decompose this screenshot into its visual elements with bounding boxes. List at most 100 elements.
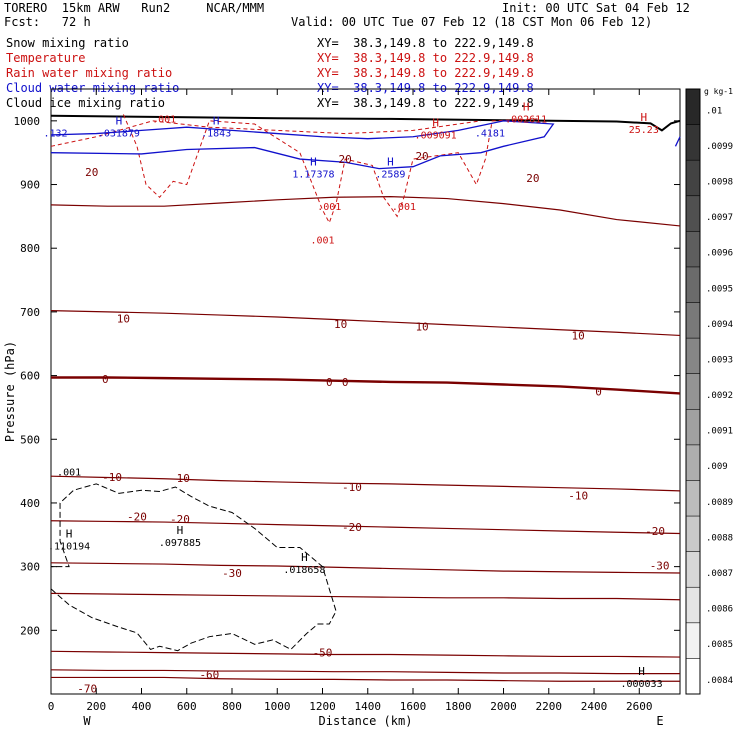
maximum-marker: H (116, 115, 123, 128)
temperature-contour-label: 0 (342, 376, 349, 389)
maximum-value-label: .132 (43, 129, 67, 140)
maximum-value-label: .4181 (475, 129, 505, 140)
x-tick-label: 400 (132, 700, 152, 713)
x-tick-label: 2200 (536, 700, 563, 713)
temperature-contour (50, 196, 681, 227)
colorbar-tick-label: .01 (706, 106, 722, 116)
temperature-contour-label: -20 (127, 510, 147, 523)
x-tick-label: 200 (86, 700, 106, 713)
y-tick-label: 500 (20, 433, 40, 446)
x-tick-label: 1800 (445, 700, 472, 713)
colorbar-tick-label: .0095 (706, 284, 733, 294)
y-tick-label: 200 (20, 624, 40, 637)
field-xy-temperature: XY= 38.3,149.8 to 222.9,149.8 (317, 51, 534, 65)
maximum-value-label: .009091 (415, 131, 457, 142)
colorbar-swatch (686, 160, 700, 197)
temperature-contour-label: -50 (313, 647, 333, 660)
colorbar-swatch (686, 124, 700, 161)
colorbar-tick-label: .0092 (706, 391, 733, 401)
temperature-contour-label: -10 (170, 472, 190, 485)
colorbar-tick-label: .0089 (706, 498, 733, 508)
temperature-contour-label: 20 (526, 172, 539, 185)
temperature-contour-label: -30 (222, 567, 242, 580)
temperature-contour-label: 10 (334, 318, 347, 331)
cloud-water-contour (50, 120, 555, 170)
colorbar-swatch (686, 338, 700, 375)
maximum-value-label: .031879 (98, 129, 140, 140)
maximum-marker: H (432, 117, 439, 130)
valid-time: Valid: 00 UTC Tue 07 Feb 12 (18 CST Mon … (291, 15, 653, 29)
x-tick-label: 0 (48, 700, 55, 713)
colorbar-tick-label: .0094 (706, 320, 733, 330)
colorbar-swatch (686, 266, 700, 304)
colorbar-tick-label: .0091 (706, 427, 733, 437)
y-tick-label: 900 (20, 179, 40, 192)
colorbar-tick-label: .0098 (706, 178, 733, 188)
snow-contour (50, 483, 337, 652)
colorbar-tick-label: .0084 (706, 676, 733, 686)
x-axis-label: Distance (km) (319, 714, 413, 728)
temperature-contour-label: -10 (102, 471, 122, 484)
maximum-value-label: .001 (392, 202, 416, 213)
y-tick-label: 400 (20, 497, 40, 510)
west-endpoint-label: W (83, 714, 91, 728)
field-xy-rain: XY= 38.3,149.8 to 222.9,149.8 (317, 66, 534, 80)
colorbar-swatch (686, 480, 700, 517)
temperature-contour-label: 0 (102, 373, 109, 386)
forecast-hour: Fcst: 72 h (4, 15, 91, 29)
field-xy-cloud-ice: XY= 38.3,149.8 to 222.9,149.8 (317, 96, 534, 110)
temperature-contour (50, 310, 681, 337)
temperature-contour-label: -60 (199, 668, 219, 681)
colorbar-tick-label: .0096 (706, 249, 733, 259)
maximum-value-label: .000033 (620, 679, 662, 690)
temperature-contour (51, 376, 681, 395)
colorbar-swatch (686, 551, 700, 588)
temperature-contour-label: -10 (342, 481, 362, 494)
colorbar-swatch (686, 89, 700, 126)
field-label-temperature: Temperature (6, 51, 86, 65)
temperature-contour-label: 10 (117, 312, 130, 325)
x-tick-label: 2600 (626, 700, 653, 713)
field-xy-snow: XY= 38.3,149.8 to 222.9,149.8 (317, 36, 534, 50)
temperature-contour-label: -20 (342, 521, 362, 534)
field-xy-cloud-water: XY= 38.3,149.8 to 222.9,149.8 (317, 81, 534, 95)
colorbar-swatch (686, 302, 700, 339)
maximum-marker: H (301, 551, 308, 564)
temperature-contour-label: 0 (326, 376, 333, 389)
colorbar-tick-label: .0099 (706, 142, 733, 152)
field-label-cloud-water: Cloud water mixing ratio (6, 81, 180, 95)
maximum-value-label: .097885 (159, 538, 201, 549)
x-tick-label: 1000 (264, 700, 291, 713)
maximum-value-label: 1.17378 (292, 169, 334, 180)
colorbar-tick-label: .0087 (706, 569, 733, 579)
x-tick-label: 2400 (581, 700, 608, 713)
y-tick-label: 600 (20, 370, 40, 383)
temperature-contour-label: 20 (339, 153, 352, 166)
maximum-marker: H (387, 155, 394, 168)
cloud-water-contour (674, 136, 681, 147)
plot-frame (50, 88, 681, 695)
maximum-marker: H (640, 111, 647, 124)
x-tick-label: 800 (222, 700, 242, 713)
temperature-contour (51, 676, 680, 682)
colorbar-tick-label: .0093 (706, 355, 733, 365)
colorbar-tick-label: .009 (706, 462, 728, 472)
colorbar-swatch (686, 409, 700, 446)
maximum-value-label: 25.23 (629, 125, 659, 136)
maximum-value-label: .2589 (375, 169, 405, 180)
maximum-value-label: .001 (152, 115, 176, 126)
y-tick-label: 1000 (14, 115, 41, 128)
colorbar-swatch (686, 373, 700, 410)
rain-contour (122, 114, 538, 224)
init-time: Init: 00 UTC Sat 04 Feb 12 (502, 1, 690, 15)
temperature-contour-label: -20 (170, 513, 190, 526)
y-tick-label: 300 (20, 561, 40, 574)
maximum-value-label: .1843 (201, 129, 231, 140)
temperature-contour (50, 562, 681, 574)
maximum-marker: H (66, 527, 73, 540)
x-tick-label: 2000 (490, 700, 517, 713)
temperature-contour-label: -30 (650, 559, 670, 572)
x-tick-label: 600 (177, 700, 197, 713)
maximum-value-label: .002611 (505, 115, 547, 126)
